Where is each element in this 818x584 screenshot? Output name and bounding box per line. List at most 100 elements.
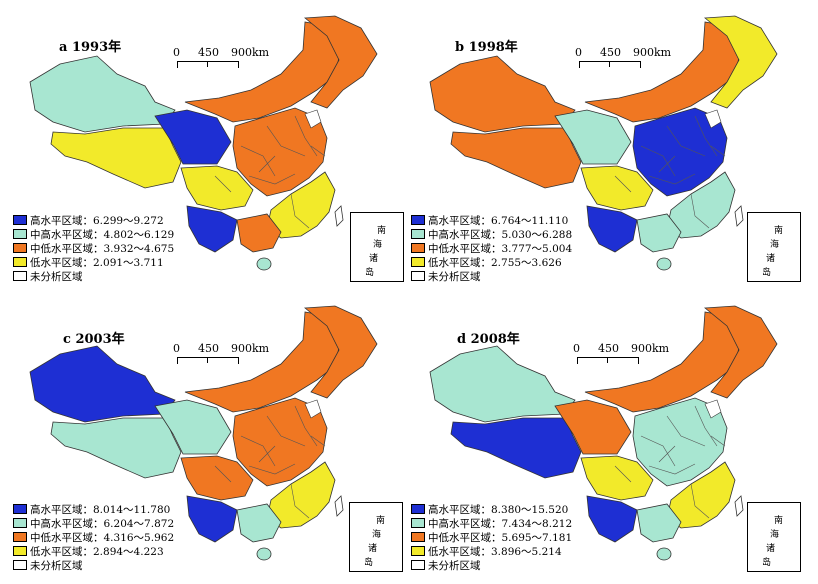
province-border xyxy=(614,465,632,483)
province-border xyxy=(310,435,326,447)
yunnan-region xyxy=(586,205,638,253)
taiwan-island xyxy=(734,495,744,517)
china-map-d xyxy=(429,305,778,561)
central-region xyxy=(632,397,728,487)
swatch-midlow xyxy=(411,532,425,542)
hainan-island xyxy=(256,257,272,271)
legend-d: 高水平区域： 8.380～15.520 中高水平区域： 7.434～8.212 中低… xyxy=(411,502,572,572)
scale-bar-d: 0 450 900km xyxy=(573,342,673,366)
central-region xyxy=(232,397,328,487)
province-border xyxy=(710,145,726,157)
swatch-none xyxy=(411,560,425,570)
scale-zero: 0 xyxy=(573,342,580,355)
province-border xyxy=(248,173,296,185)
hainan-island xyxy=(256,547,272,561)
yunnan-region xyxy=(586,495,638,543)
legend-row-high: 高水平区域： 8.380～15.520 xyxy=(411,502,572,516)
swatch-midlow xyxy=(13,243,27,253)
legend-row-low: 低水平区域： 2.894～4.223 xyxy=(13,544,174,558)
province-border xyxy=(240,145,276,177)
scale-mid: 450 xyxy=(600,46,621,59)
scale-end: 900km xyxy=(231,46,270,59)
qinghai-region xyxy=(554,109,632,165)
swatch-low xyxy=(13,546,27,556)
taiwan-island xyxy=(334,205,344,227)
province-border xyxy=(666,415,706,447)
province-border xyxy=(690,483,710,519)
swatch-none xyxy=(13,560,27,570)
map-panel-b: b 1998年 0 450 900km 高水平区域： 6.764～11.110 中… xyxy=(405,6,805,294)
swatch-midlow xyxy=(411,243,425,253)
swatch-low xyxy=(411,257,425,267)
south-china-sea-inset-c: 南 海 诸 岛 xyxy=(349,502,403,572)
legend-row-none: 未分析区域 xyxy=(411,558,572,572)
legend-row-none: 未分析区域 xyxy=(13,558,174,572)
legend-row-midlow: 中低水平区域： 3.777～5.004 xyxy=(411,241,572,255)
province-border xyxy=(248,463,296,475)
legend-row-low: 低水平区域： 2.755～3.626 xyxy=(411,255,572,269)
legend-row-none: 未分析区域 xyxy=(13,269,174,283)
panel-title-c: c 2003年 xyxy=(63,332,125,347)
province-border xyxy=(294,405,318,447)
scale-end: 900km xyxy=(631,342,670,355)
scale-zero: 0 xyxy=(173,342,180,355)
legend-row-high: 高水平区域： 6.764～11.110 xyxy=(411,213,572,227)
northeast-region xyxy=(703,305,778,399)
legend-row-high: 高水平区域： 6.299～9.272 xyxy=(13,213,174,227)
province-border xyxy=(258,155,276,173)
qinghai-region xyxy=(554,399,632,455)
province-border xyxy=(658,155,676,173)
scale-zero: 0 xyxy=(173,46,180,59)
yunnan-region xyxy=(186,205,238,253)
inner-mongolia-region xyxy=(584,21,742,123)
sichuan-region xyxy=(580,165,654,211)
legend-row-midlow: 中低水平区域： 4.316～5.962 xyxy=(13,530,174,544)
province-border xyxy=(266,415,306,447)
panel-title-a: a 1993年 xyxy=(59,40,122,55)
panel-title-b: b 1998年 xyxy=(455,40,518,55)
province-border xyxy=(294,115,318,157)
china-map-c xyxy=(29,305,378,561)
china-map-b xyxy=(429,15,778,271)
map-panel-d: d 2008年 0 450 900km 高水平区域： 8.380～15.520 中… xyxy=(405,296,805,584)
swatch-none xyxy=(13,271,27,281)
bohai-sea xyxy=(304,109,322,129)
legend-row-high: 高水平区域： 8.014～11.780 xyxy=(13,502,174,516)
bohai-sea xyxy=(304,399,322,419)
swatch-midhigh xyxy=(13,518,27,528)
tibet-region xyxy=(50,127,182,189)
scale-mid: 450 xyxy=(198,46,219,59)
tibet-region xyxy=(450,417,582,479)
swatch-none xyxy=(411,271,425,281)
swatch-low xyxy=(13,257,27,267)
map-panel-c: c 2003年 0 450 900km 高水平区域： 8.014～11.780 中… xyxy=(5,296,405,584)
swatch-midhigh xyxy=(411,518,425,528)
province-border xyxy=(290,483,310,519)
province-border xyxy=(258,445,276,463)
legend-row-midlow: 中低水平区域： 3.932～4.675 xyxy=(13,241,174,255)
province-border xyxy=(310,145,326,157)
xinjiang-region xyxy=(29,55,176,133)
guangxi-region xyxy=(636,503,682,543)
tibet-region xyxy=(50,417,182,479)
swatch-high xyxy=(411,504,425,514)
map-panel-a: a 1993年 0 450 900km 高水平区域： 6.299～9.272 中高… xyxy=(5,6,405,294)
northeast-region xyxy=(703,15,778,109)
swatch-midhigh xyxy=(13,229,27,239)
scale-bar-a: 0 450 900km xyxy=(173,46,273,70)
xinjiang-region xyxy=(29,345,176,423)
guangxi-region xyxy=(636,213,682,253)
sichuan-region xyxy=(180,455,254,501)
guangxi-region xyxy=(236,503,282,543)
province-border xyxy=(214,465,232,483)
legend-a: 高水平区域： 6.299～9.272 中高水平区域： 4.802～6.129 中低水… xyxy=(13,213,174,283)
province-border xyxy=(648,463,696,475)
province-border xyxy=(658,445,676,463)
province-border xyxy=(290,193,310,229)
yunnan-region xyxy=(186,495,238,543)
swatch-high xyxy=(411,215,425,225)
scale-mid: 450 xyxy=(598,342,619,355)
province-border xyxy=(614,175,632,193)
province-border xyxy=(640,145,676,177)
scale-end: 900km xyxy=(231,342,270,355)
